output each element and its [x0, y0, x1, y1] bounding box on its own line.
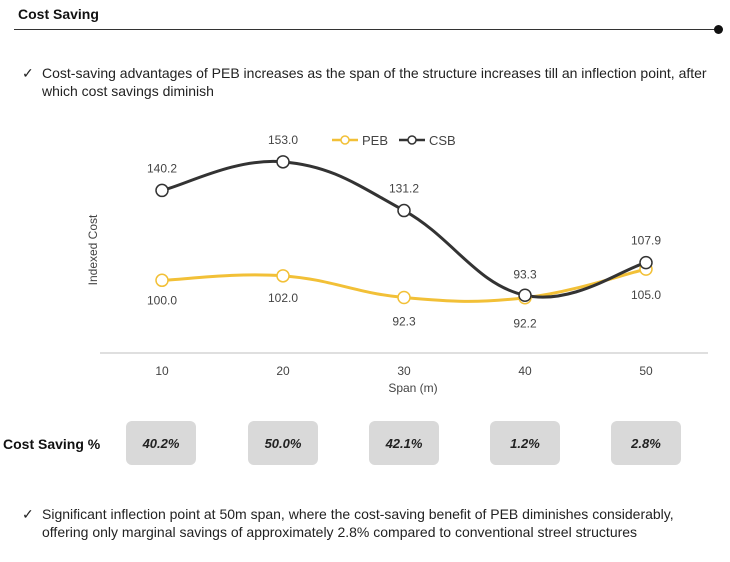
x-tick-label: 30	[397, 364, 411, 378]
x-axis-title: Span (m)	[388, 381, 437, 395]
csb-point	[155, 183, 169, 198]
csb-data-label: 93.3	[513, 267, 537, 281]
csb-data-label: 153.0	[268, 133, 298, 147]
cost-saving-pill: 50.0%	[248, 421, 318, 465]
check-icon: ✓	[22, 65, 34, 81]
legend-csb-label: CSB	[429, 133, 456, 148]
legend-peb-marker	[340, 135, 350, 145]
csb-data-label: 107.9	[631, 234, 661, 248]
header-divider	[14, 29, 718, 30]
cost-saving-pill: 2.8%	[611, 421, 681, 465]
cost-saving-label: Cost Saving %	[3, 436, 101, 452]
cost-saving-value: 2.8%	[631, 435, 661, 451]
cost-saving-pill: 1.2%	[490, 421, 560, 465]
peb-data-label: 102.0	[268, 291, 298, 305]
peb-point	[276, 269, 290, 283]
peb-data-label: 92.2	[513, 317, 537, 331]
bullet-bottom: ✓ Significant inflection point at 50m sp…	[22, 505, 702, 541]
x-tick-label: 10	[155, 364, 169, 378]
x-tick-label: 20	[276, 364, 290, 378]
legend-peb-label: PEB	[362, 133, 388, 148]
cost-saving-pill: 40.2%	[126, 421, 196, 465]
peb-point	[397, 290, 411, 305]
x-tick-label: 50	[639, 364, 653, 378]
csb-point	[276, 155, 290, 169]
bullet-bottom-text: Significant inflection point at 50m span…	[42, 506, 674, 540]
peb-data-label: 105.0	[631, 288, 661, 302]
csb-point	[639, 255, 653, 270]
y-axis-title: Indexed Cost	[86, 214, 100, 285]
peb-point	[155, 273, 169, 288]
peb-data-label: 92.3	[392, 315, 416, 329]
x-tick-label: 40	[518, 364, 532, 378]
cost-saving-value: 50.0%	[264, 435, 302, 451]
section-title: Cost Saving	[18, 6, 99, 22]
csb-point	[518, 288, 532, 303]
bullet-top: ✓ Cost-saving advantages of PEB increase…	[22, 64, 722, 100]
check-icon: ✓	[22, 506, 34, 522]
cost-saving-value: 42.1%	[385, 435, 423, 451]
line-chart: 10 20 30 40 50 Span (m) Indexed Cost 100.0 102.0…	[86, 133, 708, 395]
cost-saving-pill: 42.1%	[369, 421, 439, 465]
bullet-top-text: Cost-saving advantages of PEB increases …	[42, 65, 707, 99]
csb-data-label: 131.2	[389, 182, 419, 196]
csb-data-label: 140.2	[147, 161, 177, 175]
legend-csb-marker	[407, 135, 417, 145]
header-divider-dot	[714, 25, 723, 34]
cost-saving-value: 40.2%	[142, 435, 180, 451]
csb-point	[397, 203, 411, 218]
peb-data-label: 100.0	[147, 293, 177, 307]
cost-saving-value: 1.2%	[510, 435, 540, 451]
